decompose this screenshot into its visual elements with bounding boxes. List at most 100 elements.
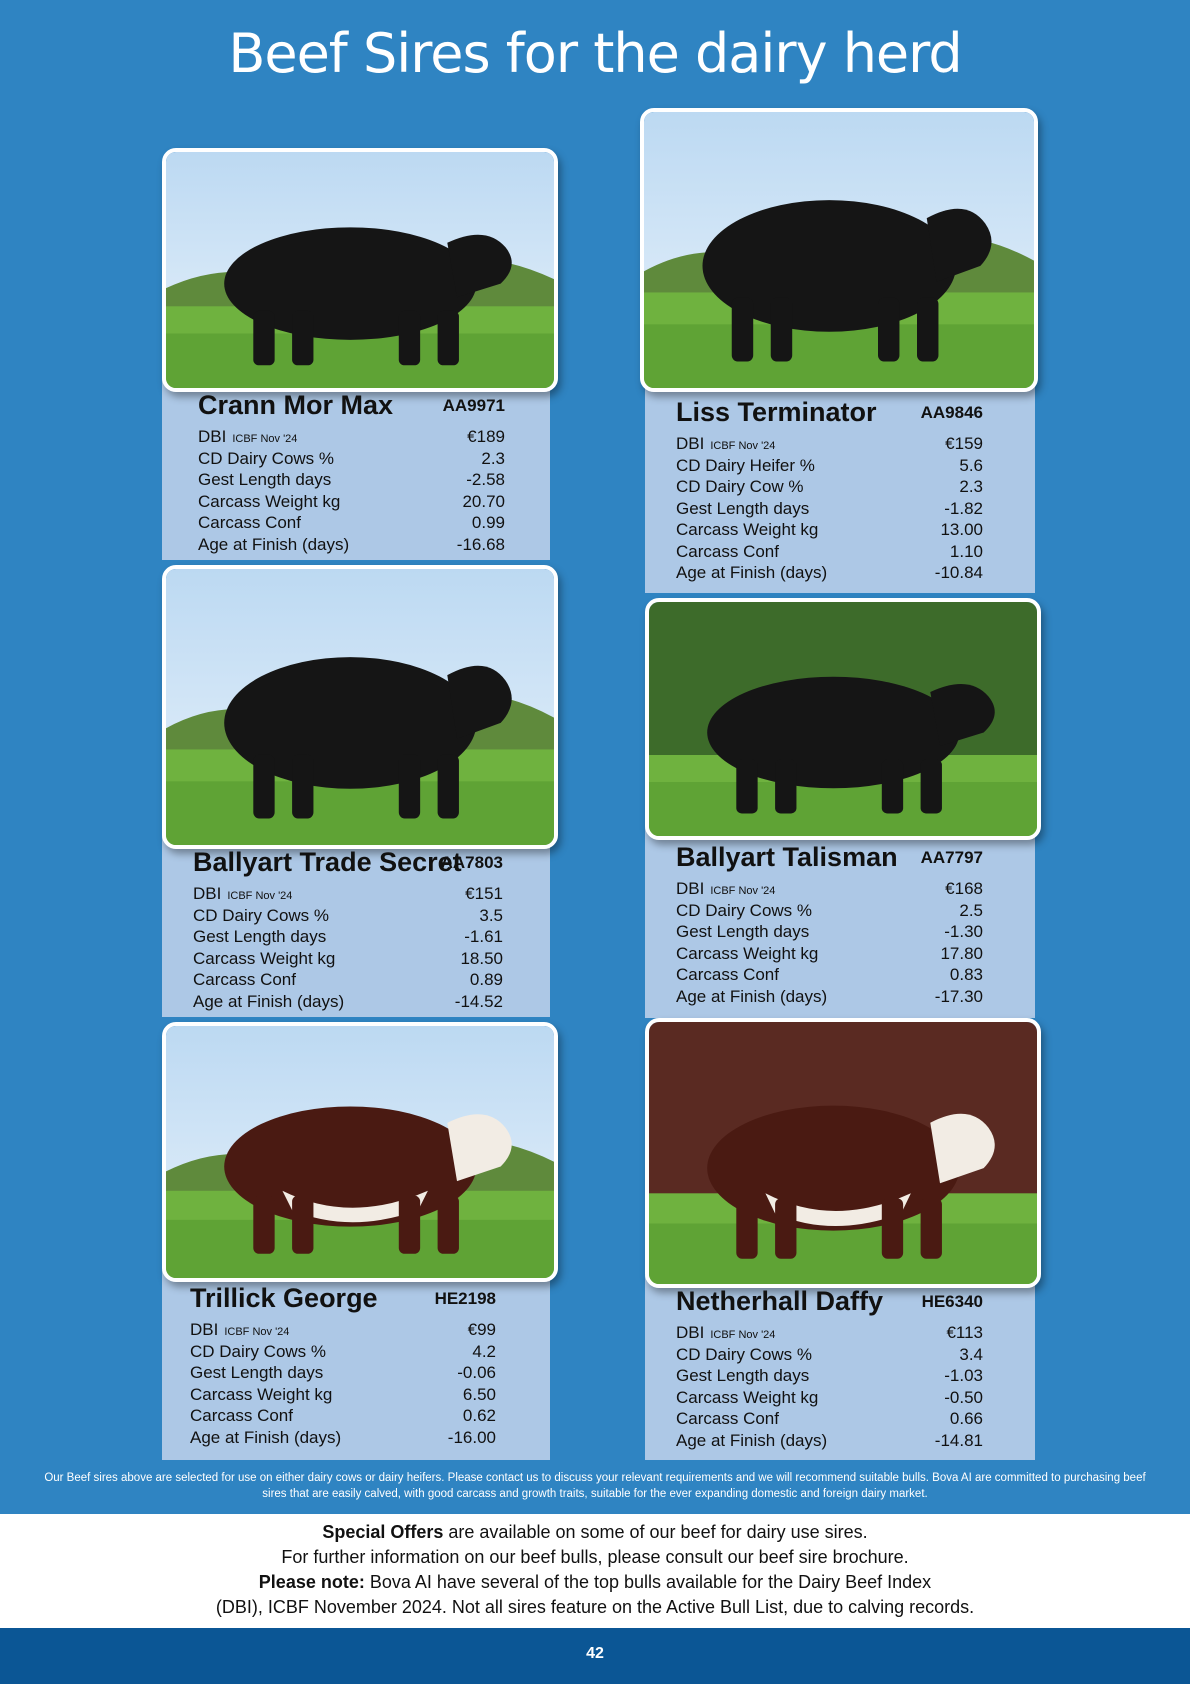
bull-code: HE6340 [921,1292,983,1311]
bull-name: Ballyart Trade Secret [193,847,462,877]
trait-label: Gest Length days [190,1363,324,1382]
trait-row: Age at Finish (days) -14.52 [193,991,503,1013]
dbi-row: DBI ICBF Nov '24 €99 [190,1319,496,1341]
note-text: Bova AI have several of the top bulls av… [364,1572,932,1592]
trait-label: Carcass Weight kg [676,520,819,539]
trait-value: -10.84 [934,563,983,582]
trait-label: Gest Length days [676,922,810,941]
dbi-row: DBI ICBF Nov '24 €159 [676,433,983,455]
card-background [645,383,1035,593]
trait-label: CD Dairy Cows % [676,900,813,920]
trait-row: Gest Length days -1.30 [676,921,983,943]
bull-name: Netherhall Daffy [676,1286,884,1316]
trait-label: Carcass Weight kg [676,1387,819,1407]
trait-row: CD Dairy Cows % 4.2 [190,1341,496,1363]
dbi-row: DBI ICBF Nov '24 €168 [676,878,983,900]
trait-row: CD Dairy Cows % 2.3 [198,448,505,470]
dbi-row: DBI ICBF Nov '24 €113 [676,1322,983,1344]
bull-code: HE2198 [434,1289,496,1308]
dbi-row: DBI ICBF Nov '24 €151 [193,883,503,905]
trait-label: Gest Length days [676,498,810,518]
trait-row: Age at Finish (days) -16.00 [190,1427,496,1449]
trait-row: Carcass Conf 1.10 [676,541,983,563]
bull-code: AA9846 [920,403,983,422]
trait-value: 3.5 [479,905,503,925]
dbi-source: ICBF Nov '24 [710,1329,776,1341]
trait-row: Carcass Weight kg 20.70 [198,491,505,513]
bull-info-block: Ballyart Trade Secret AA7803 DBI ICBF Nov '… [193,847,503,1012]
trait-value: 3.4 [959,1344,983,1364]
trait-row: Carcass Conf 0.89 [193,969,503,991]
dbi-label: DBI [193,884,222,903]
trait-value: 0.89 [469,970,503,989]
dbi-label: DBI [676,1323,705,1342]
trait-row: Carcass Conf 0.62 [190,1405,496,1427]
dbi-source: ICBF Nov '24 [710,885,776,897]
trait-value: 2.3 [481,448,505,468]
trait-row: Age at Finish (days) -14.81 [676,1430,983,1452]
black-angus-bull-photo [649,602,1037,836]
trait-row: Carcass Conf 0.66 [676,1408,983,1430]
trait-value: -14.52 [454,991,503,1011]
dbi-label: DBI [198,427,227,446]
trait-label: Gest Length days [676,1366,810,1385]
bull-name: Trillick George [190,1283,378,1313]
trait-label: CD Dairy Cow % [676,477,804,496]
bull-info-block: Trillick George HE2198 DBI ICBF Nov '24 €99 C… [190,1283,496,1448]
trait-value: -1.30 [944,922,983,941]
bull-info-block: Ballyart Talisman AA7797 DBI ICBF Nov '24 €1… [676,842,983,1007]
offer-text: are available on some of our beef for da… [443,1522,868,1542]
trait-row: CD Dairy Cows % 3.5 [193,905,503,927]
dbi-row: DBI ICBF Nov '24 €189 [198,426,505,448]
black-angus-bull-photo [644,112,1034,388]
trait-row: Carcass Weight kg 6.50 [190,1384,496,1406]
bull-code: AA9971 [442,396,505,415]
dbi-label: DBI [190,1320,219,1339]
trait-value: -1.03 [944,1366,983,1385]
trait-value: -0.06 [457,1363,496,1382]
page-title: Beef Sires for the dairy herd [228,22,962,85]
card-background [162,835,550,1017]
trait-value: -0.50 [944,1387,983,1407]
trait-value: 0.66 [949,1409,983,1428]
dbi-value: €99 [467,1320,496,1339]
dbi-value: €151 [465,884,503,903]
trait-row: Gest Length days -1.03 [676,1365,983,1387]
trait-row: CD Dairy Cows % 2.5 [676,900,983,922]
trait-value: 5.6 [959,455,983,475]
trait-label: Gest Length days [198,470,332,489]
trait-label: CD Dairy Cows % [190,1341,327,1361]
bull-photo [162,1022,558,1282]
bull-photo [640,108,1038,392]
trait-label: Age at Finish (days) [190,1427,342,1447]
trait-label: CD Dairy Cows % [198,448,335,468]
trait-label: Carcass Conf [676,541,779,561]
trait-row: Carcass Weight kg 18.50 [193,948,503,970]
footnote: Our Beef sires above are selected for us… [44,1472,1146,1500]
trait-value: 13.00 [940,520,983,539]
trait-label: Carcass Conf [193,970,296,989]
trait-value: -2.58 [466,470,505,489]
trait-label: Carcass Conf [676,965,779,984]
trait-label: CD Dairy Cows % [676,1344,813,1364]
black-angus-bull-photo [166,569,554,845]
dbi-value: €113 [946,1323,983,1342]
trait-label: Age at Finish (days) [198,534,350,554]
trait-label: Age at Finish (days) [676,1430,828,1450]
trait-row: Gest Length days -2.58 [198,469,505,491]
trait-label: CD Dairy Cows % [193,905,330,925]
trait-row: CD Dairy Cows % 3.4 [676,1344,983,1366]
trait-label: Age at Finish (days) [193,991,345,1011]
trait-value: 6.50 [462,1384,496,1404]
trait-label: Carcass Weight kg [676,943,819,963]
brochure-text: For further information on our beef bull… [281,1547,909,1567]
bull-photo [162,565,558,849]
trait-row: Gest Length days -1.82 [676,498,983,520]
bull-photo [645,1018,1041,1288]
bull-header: Trillick George HE2198 [190,1283,496,1319]
trait-value: 18.50 [460,948,503,968]
trait-value: -16.68 [456,534,505,554]
bull-code: AA7797 [920,848,983,867]
bull-header: Netherhall Daffy HE6340 [676,1286,983,1322]
